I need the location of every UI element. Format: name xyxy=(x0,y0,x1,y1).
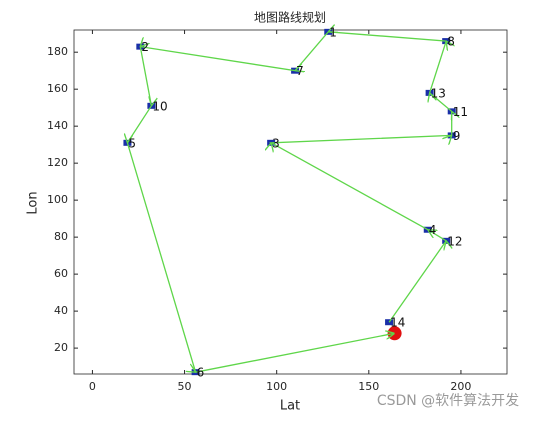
city-label: 12 xyxy=(447,234,462,248)
x-tick-label: 50 xyxy=(178,380,192,393)
y-tick-label: 180 xyxy=(47,45,68,58)
x-axis-label: Lat xyxy=(280,399,300,414)
city-label: 5 xyxy=(128,136,136,150)
route-line xyxy=(127,32,451,372)
x-tick-label: 200 xyxy=(450,380,471,393)
y-tick-label: 160 xyxy=(47,82,68,95)
y-tick-label: 20 xyxy=(54,341,68,354)
watermark: CSDN @软件算法开发 xyxy=(377,393,519,409)
y-tick-label: 40 xyxy=(54,304,68,317)
city-label: 11 xyxy=(453,105,468,119)
x-tick-label: 0 xyxy=(89,380,96,393)
y-tick-label: 100 xyxy=(47,193,68,206)
x-tick-label: 150 xyxy=(358,380,379,393)
y-tick-label: 140 xyxy=(47,119,68,132)
y-tick-label: 80 xyxy=(54,230,68,243)
city-label: 8 xyxy=(447,35,455,49)
city-label: 3 xyxy=(272,136,280,150)
city-label: 9 xyxy=(453,129,461,143)
chart-title: 地图路线规划 xyxy=(254,10,326,25)
city-label: 2 xyxy=(141,40,149,54)
city-label: 10 xyxy=(152,99,167,113)
y-tick-label: 120 xyxy=(47,156,68,169)
city-label: 14 xyxy=(390,316,405,330)
x-tick-label: 100 xyxy=(266,380,287,393)
y-axis-label: Lon xyxy=(26,191,41,214)
axes-box xyxy=(73,29,508,375)
city-label: 7 xyxy=(296,64,304,78)
city-label: 1 xyxy=(329,25,337,39)
city-label: 6 xyxy=(197,366,205,380)
city-label: 4 xyxy=(429,223,437,237)
y-tick-label: 60 xyxy=(54,267,68,280)
city-label: 13 xyxy=(431,86,446,100)
